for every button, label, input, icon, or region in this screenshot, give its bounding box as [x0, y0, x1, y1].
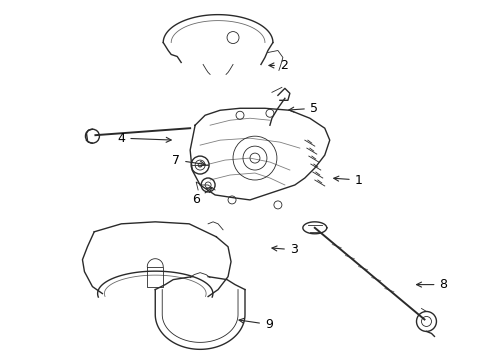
Text: 1: 1 — [333, 174, 362, 186]
Text: 3: 3 — [271, 243, 297, 256]
Text: 6: 6 — [192, 188, 211, 206]
Text: 7: 7 — [172, 154, 204, 167]
Text: 5: 5 — [288, 102, 317, 115]
Text: 4: 4 — [117, 132, 171, 145]
Text: 8: 8 — [416, 278, 447, 291]
Text: 9: 9 — [239, 318, 272, 331]
Text: 2: 2 — [268, 59, 287, 72]
